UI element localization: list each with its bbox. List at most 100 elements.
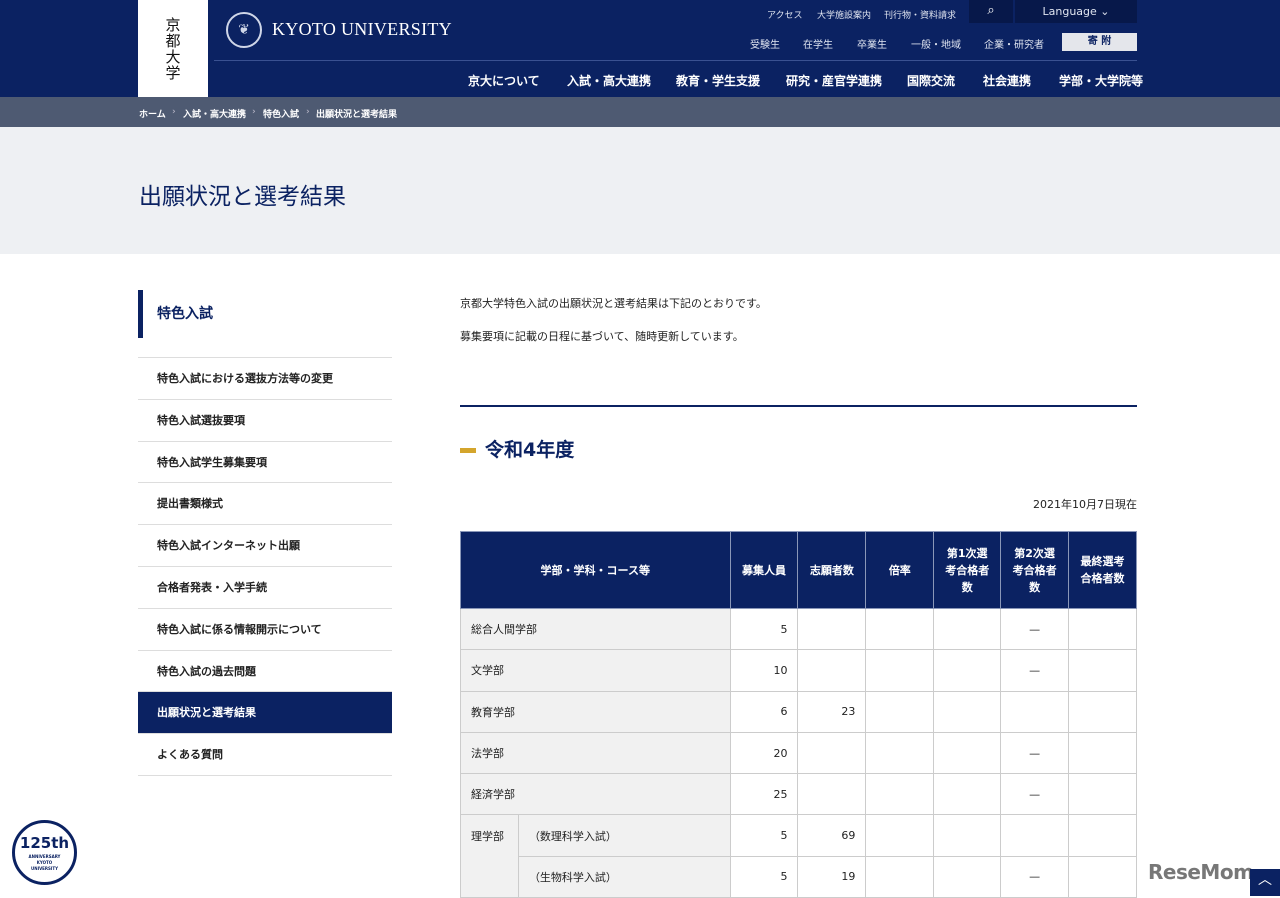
r2-cell: —: [1000, 773, 1070, 816]
apps-cell: 23: [797, 690, 867, 733]
r1-cell: [933, 814, 1002, 857]
r2-cell: —: [1000, 607, 1070, 651]
search-icon: ⌕: [987, 3, 995, 18]
audience-link[interactable]: 企業・研究者: [984, 40, 1044, 51]
sidebar-item[interactable]: 特色入試選抜要項: [138, 400, 392, 442]
university-emblem-icon[interactable]: ❦: [226, 12, 262, 48]
final-cell: [1068, 773, 1137, 816]
cap-cell: 5: [729, 855, 799, 898]
breadcrumb-separator: ›: [306, 107, 310, 117]
r2-cell: —: [1000, 855, 1070, 898]
cap-cell: 25: [729, 773, 799, 816]
language-select[interactable]: Language ⌄: [1015, 0, 1137, 23]
ratio-cell: [865, 690, 935, 733]
sidebar-item[interactable]: 特色入試における選抜方法等の変更: [138, 358, 392, 400]
table-header-row: 学部・学科・コース等 募集人員 志願者数 倍率 第1次選考合格者数 第2次選考合…: [460, 531, 1137, 609]
divider: [460, 405, 1137, 407]
audience-link[interactable]: 在学生: [803, 40, 833, 51]
sidebar-item[interactable]: 提出書類様式: [138, 483, 392, 526]
logo-japanese[interactable]: 京都大学: [138, 0, 208, 97]
sidebar-item[interactable]: 特色入試の過去問題: [138, 651, 392, 693]
divider: [214, 60, 1137, 61]
col-header: 倍率: [865, 531, 935, 609]
util-link-publications[interactable]: 刊行物・資料請求: [884, 11, 957, 21]
col-header: 募集人員: [729, 531, 799, 609]
course-cell: （数理科学入試）: [517, 814, 731, 857]
sidebar-heading[interactable]: 特色入試: [138, 290, 392, 338]
col-header: 第1次選考合格者数: [933, 531, 1002, 609]
watermark-logo: ReseMom: [1148, 860, 1254, 884]
section-title: 令和4年度: [460, 435, 574, 462]
ratio-cell: [865, 649, 935, 692]
cap-cell: 6: [729, 690, 799, 733]
util-link-access[interactable]: アクセス: [767, 11, 803, 21]
breadcrumb-home[interactable]: ホーム: [139, 110, 166, 120]
intro-text: 京都大学特色入試の出願状況と選考結果は下記のとおりです。: [460, 297, 767, 310]
r1-cell: [933, 731, 1002, 775]
audience-link[interactable]: 受験生: [750, 40, 780, 51]
anniversary-badge[interactable]: 125th ANNIVERSARY KYOTO UNIVERSITY: [12, 820, 77, 885]
course-cell: （生物科学入試）: [517, 855, 731, 898]
final-cell: [1068, 649, 1137, 692]
audience-link[interactable]: 一般・地域: [911, 40, 961, 51]
accent-bar: [460, 448, 476, 453]
audience-link[interactable]: 卒業生: [857, 40, 887, 51]
col-header: 最終選考合格者数: [1068, 531, 1137, 609]
final-cell: [1068, 690, 1137, 733]
nav-item[interactable]: 教育・学生支援: [676, 74, 761, 88]
sidebar-item[interactable]: よくある質問: [138, 734, 392, 776]
final-cell: [1068, 607, 1137, 651]
sidebar-menu: 特色入試における選抜方法等の変更 特色入試選抜要項 特色入試学生募集要項 提出書…: [138, 357, 392, 776]
table-row: 総合人間学部 5 —: [460, 607, 1137, 651]
breadcrumb-current: 出願状況と選考結果: [316, 110, 398, 120]
sidebar-item-active[interactable]: 出願状況と選考結果: [138, 692, 392, 735]
apps-cell: [797, 731, 867, 775]
logo-english[interactable]: KYOTO UNIVERSITY: [272, 19, 452, 39]
breadcrumb-item[interactable]: 特色入試: [263, 110, 300, 120]
ratio-cell: [865, 773, 935, 816]
sidebar-item[interactable]: 特色入試に係る情報開示について: [138, 609, 392, 651]
table-row: （生物科学入試） 5 19 —: [461, 855, 1137, 898]
dept-cell: 総合人間学部: [460, 607, 731, 651]
chevron-up-icon: ︿: [1258, 872, 1272, 888]
back-to-top-button[interactable]: ︿: [1250, 869, 1280, 896]
util-link-facilities[interactable]: 大学施設案内: [817, 11, 872, 21]
breadcrumb-separator: ›: [172, 107, 176, 117]
intro-text: 募集要項に記載の日程に基づいて、随時更新しています。: [460, 330, 744, 343]
breadcrumb-separator: ›: [252, 107, 256, 117]
ratio-cell: [865, 607, 935, 651]
site-header: 京都大学 ❦ KYOTO UNIVERSITY アクセス 大学施設案内 刊行物・…: [0, 0, 1280, 97]
sidebar-item[interactable]: 特色入試学生募集要項: [138, 442, 392, 484]
search-button[interactable]: ⌕: [969, 0, 1013, 23]
nav-item[interactable]: 入試・高大連携: [567, 74, 652, 88]
r2-cell: [1000, 814, 1070, 857]
cap-cell: 5: [729, 607, 799, 651]
col-header: 第2次選考合格者数: [1000, 531, 1070, 609]
r2-cell: —: [1000, 649, 1070, 692]
ratio-cell: [865, 814, 935, 857]
nav-item[interactable]: 京大について: [468, 74, 540, 88]
sidebar-item[interactable]: 特色入試インターネット出願: [138, 525, 392, 567]
r1-cell: [933, 773, 1002, 816]
dept-cell: 教育学部: [460, 690, 731, 733]
cap-cell: 5: [729, 814, 799, 857]
table-row: 法学部 20 —: [460, 731, 1137, 775]
r1-cell: [933, 690, 1002, 733]
sidebar-item[interactable]: 合格者発表・入学手続: [138, 567, 392, 609]
nav-item[interactable]: 国際交流: [907, 74, 956, 88]
donate-button[interactable]: 寄 附: [1062, 33, 1137, 51]
ratio-cell: [865, 855, 935, 898]
nav-item[interactable]: 学部・大学院等: [1059, 74, 1144, 88]
dept-cell: 理学部: [460, 814, 519, 898]
apps-cell: 69: [797, 814, 867, 857]
cap-cell: 20: [729, 731, 799, 775]
nav-item[interactable]: 研究・産官学連携: [786, 74, 883, 88]
as-of-date: 2021年10月7日現在: [1033, 498, 1137, 511]
table-row: 理学部 （数理科学入試） 5 69: [460, 814, 1137, 898]
results-table: 学部・学科・コース等 募集人員 志願者数 倍率 第1次選考合格者数 第2次選考合…: [460, 531, 1137, 898]
r1-cell: [933, 649, 1002, 692]
breadcrumb-item[interactable]: 入試・高大連携: [183, 110, 247, 120]
nav-item[interactable]: 社会連携: [983, 74, 1032, 88]
table-row: 経済学部 25 —: [460, 773, 1137, 816]
col-header: 志願者数: [797, 531, 867, 609]
